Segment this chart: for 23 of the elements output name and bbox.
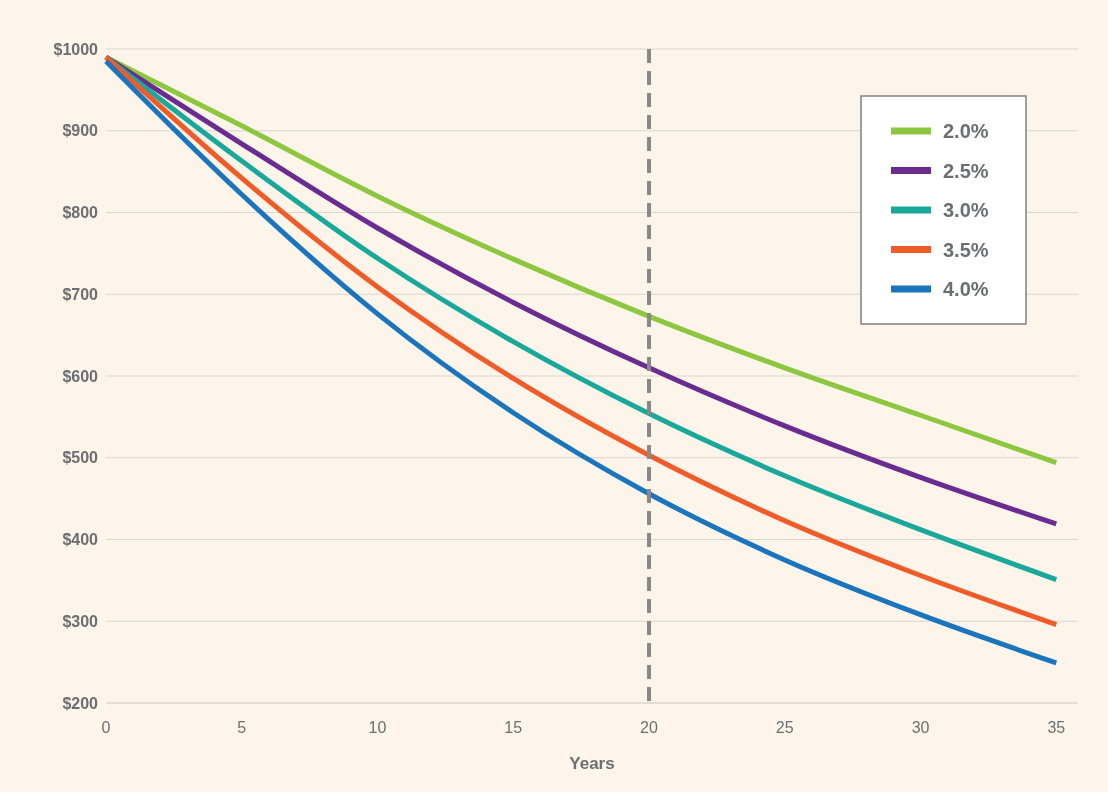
x-tick-label: 30 bbox=[911, 719, 930, 736]
x-tick-label: 25 bbox=[775, 719, 794, 736]
legend-label: 3.5% bbox=[943, 238, 989, 261]
x-tick-label: 0 bbox=[101, 719, 111, 736]
legend-label: 4.0% bbox=[943, 278, 989, 300]
x-tick-label: 20 bbox=[640, 719, 659, 736]
y-tick-label: $300 bbox=[62, 612, 99, 630]
y-tick-label: $700 bbox=[62, 285, 99, 303]
x-tick-label: 15 bbox=[504, 719, 523, 736]
y-tick-label: $600 bbox=[62, 367, 99, 385]
y-tick-label: $800 bbox=[62, 204, 99, 222]
y-tick-label: $200 bbox=[62, 694, 99, 712]
x-tick-label: 35 bbox=[1047, 719, 1066, 736]
y-tick-label: $1000 bbox=[53, 40, 99, 58]
legend-label: 2.5% bbox=[943, 159, 989, 182]
y-tick-label: $400 bbox=[62, 531, 99, 549]
x-axis-title: Years bbox=[569, 754, 615, 773]
x-tick-label: 10 bbox=[368, 719, 387, 736]
y-tick-label: $500 bbox=[62, 449, 99, 467]
legend-label: 3.0% bbox=[943, 199, 989, 221]
x-tick-label: 5 bbox=[237, 719, 247, 736]
legend-label: 2.0% bbox=[943, 120, 989, 142]
y-tick-label: $900 bbox=[62, 122, 99, 140]
